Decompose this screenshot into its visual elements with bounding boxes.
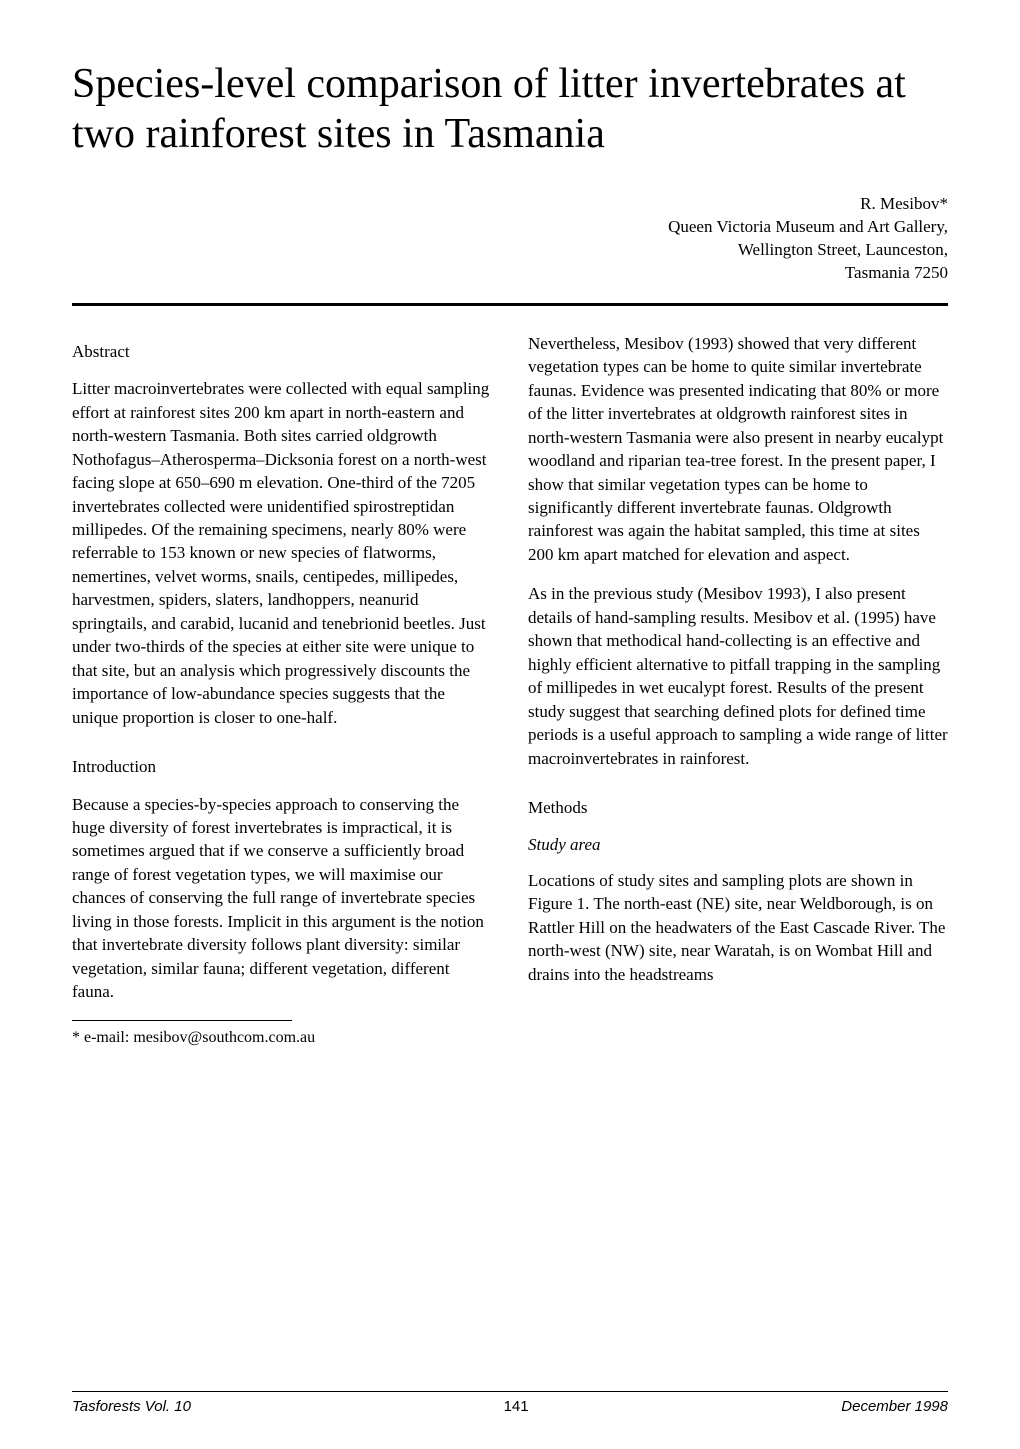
body-paragraph: As in the previous study (Mesibov 1993),…: [528, 582, 948, 770]
abstract-body: Litter macroinvertebrates were collected…: [72, 377, 492, 729]
title-rule: [72, 303, 948, 306]
footer-page-number: 141: [504, 1398, 529, 1415]
footnote-email: * e-mail: mesibov@southcom.com.au: [72, 1027, 492, 1049]
footer-rule: [72, 1391, 948, 1392]
introduction-body: Because a species-by-species approach to…: [72, 793, 492, 1004]
two-column-body: Abstract Litter macroinvertebrates were …: [72, 332, 948, 1049]
right-column: Nevertheless, Mesibov (1993) showed that…: [528, 332, 948, 1049]
author-affiliation-line: Wellington Street, Launceston,: [72, 239, 948, 262]
abstract-heading: Abstract: [72, 340, 492, 363]
article-title: Species-level comparison of litter inver…: [72, 60, 948, 159]
author-name: R. Mesibov*: [72, 193, 948, 216]
methods-heading: Methods: [528, 796, 948, 819]
footer-date: December 1998: [841, 1398, 948, 1415]
footnote-rule: [72, 1020, 292, 1021]
body-paragraph: Nevertheless, Mesibov (1993) showed that…: [528, 332, 948, 567]
author-affiliation-line: Queen Victoria Museum and Art Gallery,: [72, 216, 948, 239]
study-area-heading: Study area: [528, 833, 948, 856]
study-area-body: Locations of study sites and sampling pl…: [528, 869, 948, 986]
footer-journal: Tasforests Vol. 10: [72, 1398, 191, 1415]
left-column: Abstract Litter macroinvertebrates were …: [72, 332, 492, 1049]
author-affiliation-line: Tasmania 7250: [72, 262, 948, 285]
introduction-heading: Introduction: [72, 755, 492, 778]
page-footer: Tasforests Vol. 10 141 December 1998: [72, 1391, 948, 1415]
author-block: R. Mesibov* Queen Victoria Museum and Ar…: [72, 193, 948, 285]
